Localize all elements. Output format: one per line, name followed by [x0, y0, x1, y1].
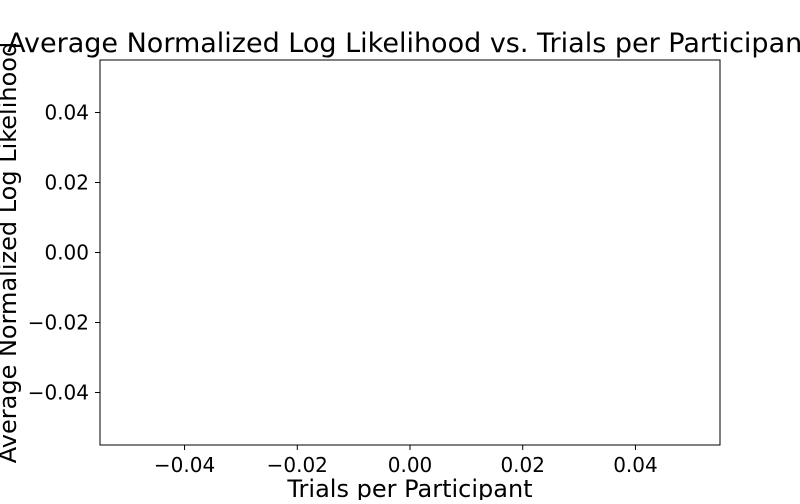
x-axis-label: Trials per Participant [286, 475, 532, 500]
y-tick-label: −0.02 [28, 311, 89, 335]
y-tick-label: 0.00 [44, 241, 89, 265]
plot-area [99, 59, 721, 446]
x-tick-label: −0.04 [154, 453, 215, 477]
y-tick-label: 0.04 [44, 101, 89, 125]
x-tick-label: 0.00 [388, 453, 433, 477]
y-axis-label: Average Normalized Log Likelihood [0, 42, 22, 463]
x-tick-label: −0.02 [267, 453, 328, 477]
y-tick-label: −0.04 [28, 381, 89, 405]
y-tick-label: 0.02 [44, 171, 89, 195]
y-axis-ticks: −0.04 −0.02 0.00 0.02 0.04 [28, 101, 100, 405]
x-tick-label: 0.02 [500, 453, 545, 477]
x-axis-ticks: −0.04 −0.02 0.00 0.02 0.04 [154, 445, 658, 477]
x-tick-label: 0.04 [613, 453, 658, 477]
chart-title: Average Normalized Log Likelihood vs. Tr… [7, 28, 800, 59]
